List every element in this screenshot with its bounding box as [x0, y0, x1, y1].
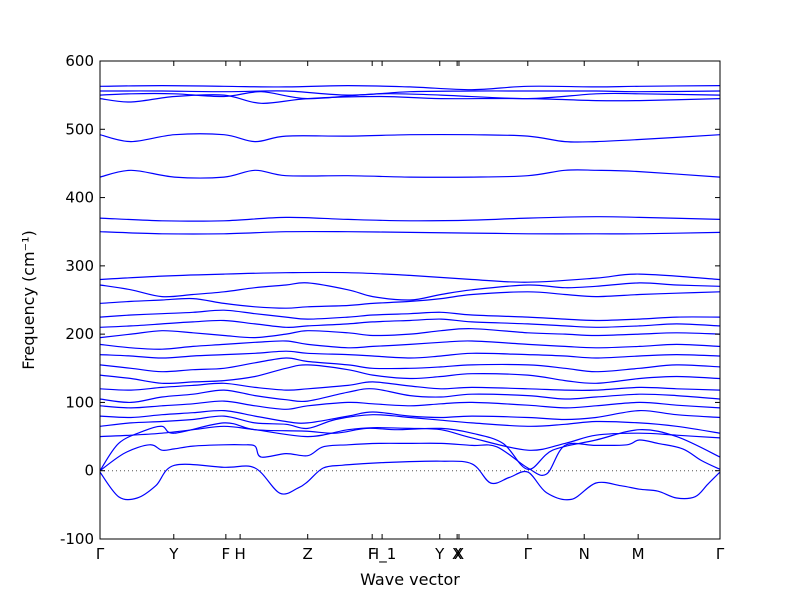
x-tick-label-4: H	[234, 545, 245, 563]
x-tick-label-5: Z	[303, 545, 313, 563]
band-line-7	[99, 400, 721, 410]
x-tick-label-12: N	[579, 545, 590, 563]
x-tick-label-9: X	[452, 545, 462, 563]
x-tick-label-11: Γ	[524, 545, 533, 563]
y-tick-label: 100	[65, 393, 94, 411]
band-line-12	[99, 350, 721, 359]
band-line-13	[99, 340, 721, 350]
band-line-22	[99, 169, 721, 179]
band-line-1	[99, 460, 721, 501]
band-line-27	[99, 84, 721, 91]
band-lines	[99, 84, 721, 501]
y-tick-label: 600	[65, 52, 94, 70]
band-line-20	[99, 230, 721, 235]
band-line-8	[99, 388, 721, 404]
x-tick-label-13: M	[632, 545, 645, 563]
band-line-9	[99, 381, 721, 391]
band-line-2	[99, 439, 721, 476]
band-line-26	[99, 90, 721, 96]
x-tick-label-6: F	[368, 545, 377, 563]
x-axis-label: Wave vector	[360, 570, 460, 589]
band-line-17	[99, 291, 721, 309]
x-tick-label-8: Y	[434, 545, 445, 563]
x-tick-label-1: Γ	[96, 545, 105, 563]
y-tick-label: 200	[65, 325, 94, 343]
x-tick-label-14: Γ	[716, 545, 725, 563]
band-line-10	[99, 364, 721, 385]
band-line-19	[99, 271, 721, 283]
high-symmetry-markers: Γ Y F H Z FH_1 Y XX Γ N M Γ	[96, 61, 725, 564]
band-line-4	[99, 425, 721, 451]
band-line-18	[99, 282, 721, 301]
y-tick-label: 400	[65, 189, 94, 207]
x-tick-label-3: F	[222, 545, 231, 563]
band-line-16	[99, 309, 721, 322]
y-axis-ticks: -100 0 100 200 300 400 500 600	[60, 52, 720, 548]
plot-frame	[99, 60, 721, 540]
band-line-6	[99, 409, 721, 424]
band-line-5	[99, 414, 721, 434]
y-tick-label: 0	[84, 462, 94, 480]
y-tick-label: -100	[60, 530, 94, 548]
band-line-15	[99, 318, 721, 328]
band-line-21	[99, 216, 721, 222]
x-tick-label-7: H_1	[368, 545, 396, 564]
y-tick-label: 300	[65, 257, 94, 275]
y-tick-label: 500	[65, 120, 94, 138]
x-tick-label-2: Y	[168, 545, 179, 563]
y-axis-label: Frequency (cm⁻¹)	[19, 230, 38, 369]
band-line-23	[99, 133, 721, 143]
band-line-3	[99, 422, 721, 472]
band-line-14	[99, 328, 721, 339]
band-line-11	[99, 357, 721, 373]
x-tick-label-10: X	[454, 545, 464, 563]
band-line-24	[99, 94, 721, 104]
